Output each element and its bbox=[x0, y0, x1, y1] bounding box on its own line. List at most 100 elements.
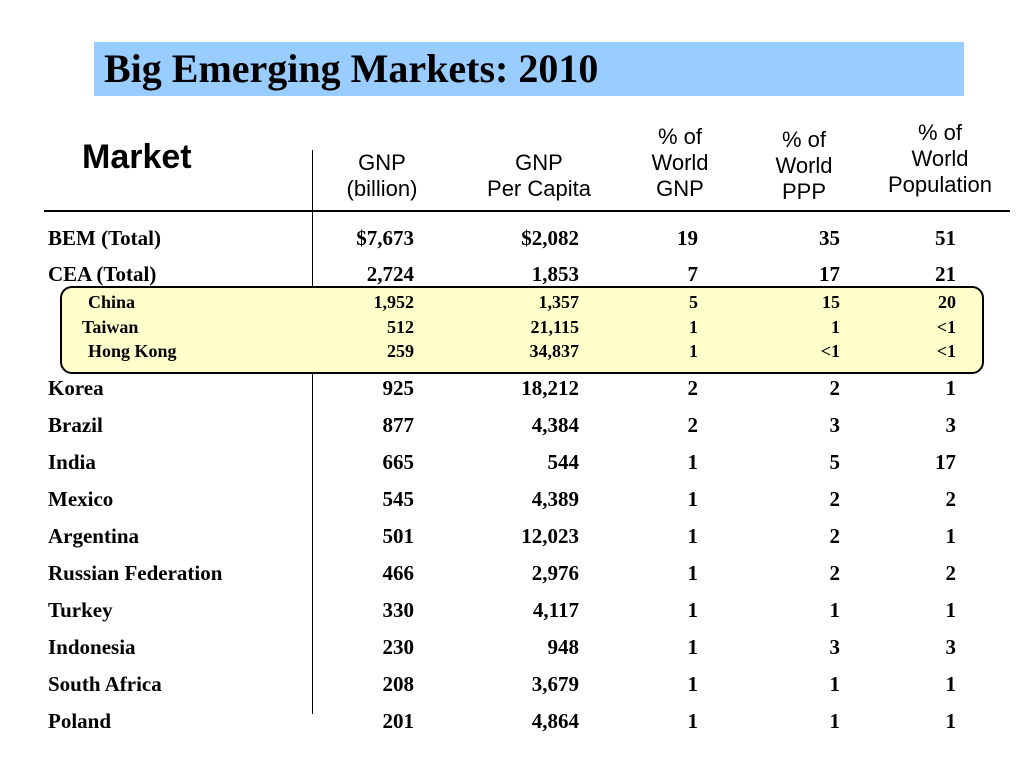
market-name-cell: Poland bbox=[48, 709, 112, 733]
world-ppp-cell: 5 bbox=[829, 450, 841, 474]
world-gnp-cell: 1 bbox=[687, 561, 699, 585]
per-capita-cell: 1,357 bbox=[538, 292, 580, 312]
world-ppp-cell: 17 bbox=[819, 262, 840, 286]
column-divider bbox=[312, 150, 313, 714]
world-ppp-cell: 3 bbox=[829, 413, 841, 437]
gnp-cell: 208 bbox=[382, 672, 415, 696]
world-pop-cell: 17 bbox=[935, 450, 956, 474]
market-name-cell: India bbox=[48, 450, 96, 474]
gnp-cell: 2,724 bbox=[366, 262, 414, 286]
gnp-cell: 925 bbox=[382, 376, 415, 400]
world-gnp-cell: 19 bbox=[677, 226, 698, 250]
pct-world-population-header-line: World bbox=[911, 146, 969, 171]
market-name-cell: China bbox=[88, 292, 136, 312]
gnp-per-capita-header-line: Per Capita bbox=[487, 176, 591, 201]
per-capita-cell: 4,384 bbox=[531, 413, 579, 437]
world-gnp-cell: 1 bbox=[687, 487, 699, 511]
world-ppp-cell: 1 bbox=[831, 317, 840, 337]
per-capita-cell: 4,864 bbox=[531, 709, 579, 733]
pct-world-ppp-header: % of World PPP bbox=[764, 127, 844, 205]
world-ppp-cell: 2 bbox=[829, 561, 841, 585]
gnp-cell: 665 bbox=[382, 450, 415, 474]
world-pop-cell: 2 bbox=[945, 561, 957, 585]
world-gnp-cell: 1 bbox=[687, 450, 699, 474]
per-capita-cell: 544 bbox=[547, 450, 580, 474]
pct-world-population-header-line: Population bbox=[888, 172, 992, 197]
gnp-cell: 512 bbox=[387, 317, 414, 337]
per-capita-cell: 21,115 bbox=[530, 317, 579, 337]
market-name-cell: South Africa bbox=[48, 672, 162, 696]
header-rule bbox=[44, 210, 1010, 212]
pct-world-ppp-header-line: % of bbox=[781, 127, 827, 152]
gnp-cell: 230 bbox=[382, 635, 415, 659]
gnp-cell: 259 bbox=[387, 341, 414, 361]
world-pop-cell: 20 bbox=[938, 292, 956, 312]
world-pop-cell: 2 bbox=[945, 487, 957, 511]
per-capita-cell: 2,976 bbox=[531, 561, 579, 585]
gnp-cell: 201 bbox=[382, 709, 415, 733]
title-band: Big Emerging Markets: 2010 bbox=[94, 42, 964, 96]
market-header: Market bbox=[82, 138, 192, 176]
pct-world-population-header-line: % of bbox=[917, 120, 963, 145]
per-capita-cell: 948 bbox=[547, 635, 580, 659]
world-ppp-cell: <1 bbox=[820, 341, 840, 361]
world-gnp-cell: 1 bbox=[687, 709, 699, 733]
gnp-header-line: (billion) bbox=[346, 176, 418, 201]
world-pop-cell: 1 bbox=[945, 709, 957, 733]
world-pop-cell: <1 bbox=[936, 341, 956, 361]
world-gnp-cell: 1 bbox=[687, 524, 699, 548]
pct-world-ppp-header-line: PPP bbox=[781, 179, 827, 204]
market-name-cell: Argentina bbox=[48, 524, 139, 548]
gnp-cell: 545 bbox=[382, 487, 415, 511]
market-name-cell: BEM (Total) bbox=[48, 226, 161, 250]
cea-highlight-box bbox=[60, 286, 984, 374]
market-name-cell: Mexico bbox=[48, 487, 114, 511]
world-pop-cell: <1 bbox=[936, 317, 956, 337]
world-gnp-cell: 1 bbox=[687, 635, 699, 659]
pct-world-population-header: % of World Population bbox=[876, 120, 1004, 198]
per-capita-cell: 4,117 bbox=[532, 598, 579, 622]
per-capita-cell: 34,837 bbox=[529, 341, 580, 361]
world-ppp-cell: 1 bbox=[829, 672, 841, 696]
gnp-cell: 1,952 bbox=[373, 292, 415, 312]
world-gnp-cell: 7 bbox=[687, 262, 699, 286]
market-name-cell: Russian Federation bbox=[48, 561, 223, 585]
pct-world-gnp-header-line: % of bbox=[657, 124, 703, 149]
gnp-header-line: GNP bbox=[358, 150, 406, 175]
world-pop-cell: 1 bbox=[945, 598, 957, 622]
gnp-per-capita-header: GNP Per Capita bbox=[474, 150, 604, 202]
gnp-cell: $7,673 bbox=[356, 226, 414, 250]
gnp-cell: 330 bbox=[382, 598, 415, 622]
market-name-cell: Korea bbox=[48, 376, 104, 400]
world-pop-cell: 3 bbox=[945, 635, 957, 659]
world-pop-cell: 21 bbox=[935, 262, 956, 286]
world-ppp-cell: 15 bbox=[822, 292, 840, 312]
world-pop-cell: 1 bbox=[945, 672, 957, 696]
gnp-cell: 501 bbox=[382, 524, 415, 548]
pct-world-gnp-header: % of World GNP bbox=[640, 124, 720, 202]
per-capita-cell: $2,082 bbox=[521, 226, 579, 250]
per-capita-cell: 4,389 bbox=[531, 487, 579, 511]
world-ppp-cell: 35 bbox=[819, 226, 840, 250]
world-ppp-cell: 2 bbox=[829, 524, 841, 548]
per-capita-cell: 12,023 bbox=[521, 524, 579, 548]
gnp-header: GNP (billion) bbox=[340, 150, 424, 202]
pct-world-gnp-header-line: World bbox=[651, 150, 709, 175]
world-pop-cell: 51 bbox=[935, 226, 956, 250]
per-capita-cell: 18,212 bbox=[521, 376, 579, 400]
market-name-cell: Brazil bbox=[48, 413, 103, 437]
world-pop-cell: 1 bbox=[945, 376, 957, 400]
world-ppp-cell: 1 bbox=[829, 598, 841, 622]
slide-title: Big Emerging Markets: 2010 bbox=[104, 46, 599, 91]
world-pop-cell: 1 bbox=[945, 524, 957, 548]
world-ppp-cell: 2 bbox=[829, 487, 841, 511]
world-gnp-cell: 5 bbox=[689, 292, 698, 312]
world-ppp-cell: 1 bbox=[829, 709, 841, 733]
pct-world-gnp-header-line: GNP bbox=[656, 176, 704, 201]
per-capita-cell: 3,679 bbox=[531, 672, 579, 696]
market-name-cell: Taiwan bbox=[82, 317, 139, 337]
market-name-cell: Hong Kong bbox=[88, 341, 177, 361]
world-gnp-cell: 1 bbox=[689, 317, 698, 337]
gnp-per-capita-header-line: GNP bbox=[515, 150, 563, 175]
world-ppp-cell: 2 bbox=[829, 376, 841, 400]
